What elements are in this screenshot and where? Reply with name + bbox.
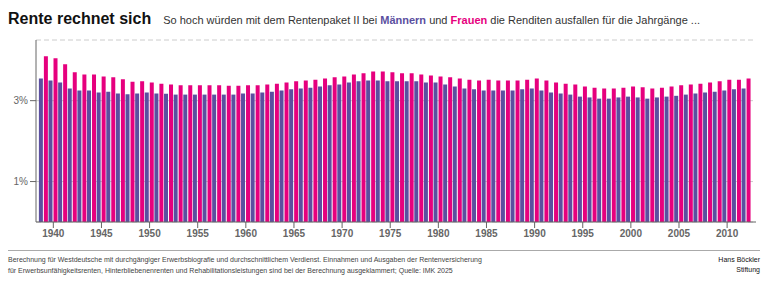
html-text:Berechnung für Westdeutsche mi: Berechnung für Westdeutsche mit durchgän… bbox=[8, 256, 482, 263]
svg-text:3%: 3% bbox=[14, 95, 29, 106]
svg-text:1945: 1945 bbox=[90, 228, 113, 239]
svg-text:1990: 1990 bbox=[523, 228, 546, 239]
svg-text:1940: 1940 bbox=[42, 228, 65, 239]
svg-text:2005: 2005 bbox=[668, 228, 691, 239]
svg-text:2010: 2010 bbox=[716, 228, 739, 239]
svg-text:1955: 1955 bbox=[187, 228, 210, 239]
svg-text:1985: 1985 bbox=[475, 228, 498, 239]
html-text:Hans Böckler Stiftung: Hans Böckler Stiftung bbox=[718, 256, 760, 273]
svg-text:1%: 1% bbox=[14, 176, 29, 187]
svg-text:2000: 2000 bbox=[620, 228, 643, 239]
svg-text:1975: 1975 bbox=[379, 228, 402, 239]
svg-text:1965: 1965 bbox=[283, 228, 306, 239]
html-text:So hoch würden mit dem Rentenp: So hoch würden mit dem Rentenpaket II be… bbox=[163, 14, 700, 26]
html-text:für Erwerbsunfähigkeitsrenten,: für Erwerbsunfähigkeitsrenten, Hinterbli… bbox=[8, 266, 453, 274]
svg-text:1970: 1970 bbox=[331, 228, 354, 239]
html-text:Rente rechnet sich: Rente rechnet sich bbox=[8, 10, 152, 27]
svg-text:1950: 1950 bbox=[138, 228, 161, 239]
svg-text:1960: 1960 bbox=[235, 228, 258, 239]
svg-text:1980: 1980 bbox=[427, 228, 450, 239]
svg-text:1995: 1995 bbox=[572, 228, 595, 239]
